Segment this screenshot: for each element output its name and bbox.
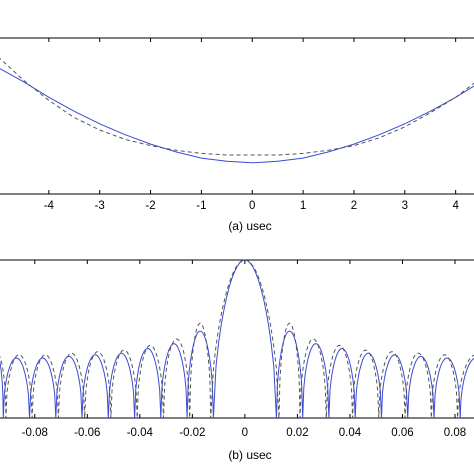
panel-b-frame (0, 259, 474, 419)
panel-a: -4 -3 -2 -1 0 1 2 3 4 (a) usec (0, 37, 474, 233)
panel-a-tick-label: 4 (452, 200, 459, 212)
panel-b-tick-label: -0.04 (127, 427, 154, 439)
panel-b-tick-label: 0 (242, 427, 248, 439)
panel-a-tick-label: -3 (95, 200, 105, 212)
panel-b: -0.08 -0.06 -0.04 -0.02 0 0.02 0.04 0.06 0.08 (b… (0, 259, 474, 462)
panel-a-tick-label: -4 (44, 200, 55, 212)
panel-b-tick-label: -0.02 (179, 427, 205, 439)
panel-a-caption: (a) usec (228, 219, 271, 233)
panel-a-tick-label: -1 (196, 200, 206, 212)
panel-b-series (0, 259, 474, 419)
panel-b-tick-label: -0.06 (74, 427, 100, 439)
panel-a-series (0, 57, 474, 164)
panel-b-tick-label: 0.04 (339, 427, 362, 439)
panel-b-series-solid (0, 259, 474, 419)
panel-a-tick-label: 3 (402, 200, 408, 212)
panel-a-x-ticks: -4 -3 -2 -1 0 1 2 3 4 (44, 38, 459, 212)
panel-a-series-solid (0, 68, 474, 164)
panel-a-tick-label: 0 (249, 200, 255, 212)
panel-a-tick-label: -2 (145, 200, 155, 212)
panel-b-tick-label: 0.06 (391, 427, 413, 439)
panel-a-frame (0, 37, 474, 195)
panel-a-tick-label: 1 (300, 200, 306, 212)
panel-a-series-dashed (0, 57, 474, 156)
panel-b-caption: (b) usec (228, 448, 271, 462)
panel-b-tick-label: 0.02 (286, 427, 308, 439)
panel-b-tick-label: -0.08 (22, 427, 48, 439)
panel-b-series-dashed (0, 259, 474, 419)
panel-a-tick-label: 2 (351, 200, 357, 212)
panel-b-x-ticks: -0.08 -0.06 -0.04 -0.02 0 0.02 0.04 0.06 0.08 (22, 260, 466, 439)
panel-b-tick-label: 0.08 (444, 427, 466, 439)
